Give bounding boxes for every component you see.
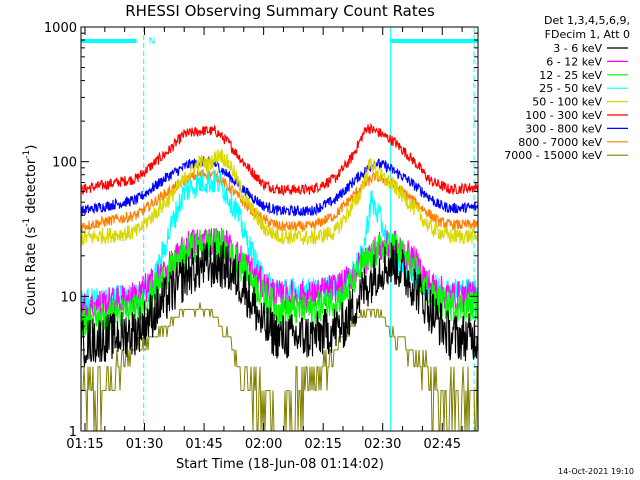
series-line-0	[80, 239, 479, 367]
interval-label: N	[149, 37, 156, 47]
legend-header-1: Det 1,3,4,5,6,9,	[544, 14, 630, 27]
legend-header-2: FDecim 1, Att 0	[545, 28, 630, 41]
y-tick-label-0: 1	[69, 425, 77, 440]
legend-label-1: 6 - 12 keV	[546, 55, 602, 68]
y-tick-label-1: 10	[60, 290, 77, 305]
legend-label-4: 50 - 100 keV	[532, 96, 602, 109]
legend: Det 1,3,4,5,6,9, FDecim 1, Att 0 3 - 6 k…	[504, 14, 630, 162]
legend-label-3: 25 - 50 keV	[539, 82, 602, 95]
legend-label-7: 800 - 7000 keV	[518, 136, 602, 149]
y-tick-label-2: 100	[52, 156, 77, 171]
chart-title: RHESSI Observing Summary Count Rates	[125, 2, 435, 20]
series-line-6	[80, 156, 479, 217]
series-line-4	[80, 148, 479, 246]
x-tick-label-3: 02:00	[245, 437, 282, 452]
series-line-5	[80, 122, 479, 196]
legend-label-5: 100 - 300 keV	[525, 109, 602, 122]
plot-frame	[80, 26, 479, 432]
x-axis-label: Start Time (18-Jun-08 01:14:02)	[176, 457, 384, 472]
x-tick-label-5: 02:30	[364, 437, 401, 452]
series-line-7	[80, 169, 479, 232]
x-tick-label-0: 01:15	[66, 437, 103, 452]
y-axis-label: Count Rate (s-1 detector-1)	[22, 145, 39, 316]
x-tick-label-2: 01:45	[185, 437, 222, 452]
plot-area: N 1 10 100 1000 01:15 01:30 01:45 02:00 02:15 02:3…	[44, 21, 479, 452]
legend-label-0: 3 - 6 keV	[553, 42, 602, 55]
legend-label-6: 300 - 800 keV	[525, 122, 602, 135]
x-tick-label-4: 02:15	[304, 437, 341, 452]
legend-label-2: 12 - 25 keV	[539, 69, 602, 82]
legend-label-8: 7000 - 15000 keV	[504, 149, 602, 162]
y-tick-label-3: 1000	[44, 21, 77, 36]
x-tick-label-1: 01:30	[126, 437, 163, 452]
timestamp: 14-Oct-2021 19:10	[558, 467, 634, 476]
x-tick-label-6: 02:45	[424, 437, 461, 452]
